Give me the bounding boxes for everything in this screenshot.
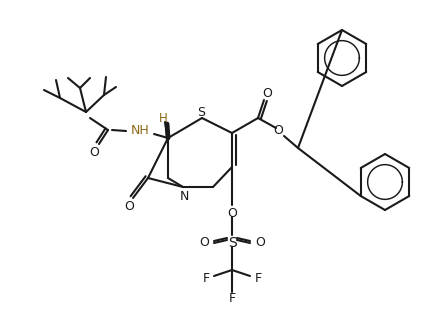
Text: O: O <box>89 146 99 159</box>
Text: O: O <box>199 237 209 250</box>
Text: O: O <box>273 123 283 136</box>
Text: F: F <box>202 271 210 285</box>
Text: F: F <box>228 292 236 305</box>
Text: O: O <box>124 200 134 213</box>
Text: O: O <box>262 86 272 100</box>
Text: S: S <box>197 106 205 118</box>
Text: NH: NH <box>131 123 149 136</box>
Text: S: S <box>228 236 236 250</box>
Text: O: O <box>255 237 265 250</box>
Text: H: H <box>159 112 167 124</box>
Text: O: O <box>227 207 237 219</box>
Text: N: N <box>179 190 189 203</box>
Text: F: F <box>254 271 261 285</box>
